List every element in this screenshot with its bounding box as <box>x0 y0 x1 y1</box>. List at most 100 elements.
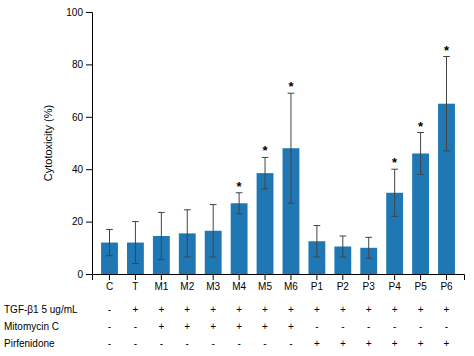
x-tick-mark <box>394 274 395 280</box>
y-tick-mark <box>86 169 92 170</box>
x-tick-mark <box>342 274 343 280</box>
table-sign: - <box>108 321 111 332</box>
table-sign: - <box>419 321 422 332</box>
table-sign: - <box>237 338 240 349</box>
x-tick-mark <box>135 274 136 280</box>
x-tick: M3 <box>206 274 220 292</box>
x-tick-label: C <box>106 281 113 292</box>
y-tick-label: 80 <box>72 59 84 70</box>
x-tick-label: P4 <box>389 281 402 292</box>
error-bar <box>391 169 398 216</box>
y-tick-mark <box>86 222 92 223</box>
y-tick-label: 20 <box>72 216 84 227</box>
table-sign: - <box>108 304 111 315</box>
table-sign: + <box>340 338 346 349</box>
error-bar <box>288 93 295 203</box>
table-sign: + <box>158 304 164 315</box>
table-sign: + <box>366 304 372 315</box>
table-sign: + <box>340 304 346 315</box>
x-tick-label: M3 <box>206 281 220 292</box>
x-tick-mark <box>213 274 214 280</box>
x-tick: M5 <box>258 274 272 292</box>
y-tick-label: 0 <box>77 269 83 280</box>
x-tick: M1 <box>154 274 168 292</box>
x-tick-label: M2 <box>180 281 194 292</box>
x-tick-mark <box>368 274 369 280</box>
y-tick: 0 <box>77 269 92 280</box>
y-tick: 60 <box>72 112 92 123</box>
table-sign: - <box>289 338 292 349</box>
x-tick: M6 <box>284 274 298 292</box>
table-sign: - <box>160 338 163 349</box>
significance-star: * <box>237 179 243 194</box>
x-tick-mark <box>161 274 162 280</box>
table-sign: + <box>366 338 372 349</box>
table-sign: + <box>184 321 190 332</box>
significance-star: * <box>288 79 294 94</box>
x-tick-label: P1 <box>311 281 324 292</box>
x-tick-mark <box>187 274 188 280</box>
significance-star: * <box>392 155 398 170</box>
x-tick-label: P5 <box>414 281 427 292</box>
error-bar <box>365 237 372 258</box>
x-tick: T <box>132 274 138 292</box>
x-tick-label: P2 <box>337 281 350 292</box>
table-sign: - <box>134 321 137 332</box>
table-sign: + <box>444 338 450 349</box>
x-tick-label: T <box>132 281 138 292</box>
table-sign: + <box>418 338 424 349</box>
table-sign: + <box>132 304 138 315</box>
table-sign: + <box>314 338 320 349</box>
y-tick: 40 <box>72 164 92 175</box>
error-bar <box>417 133 424 175</box>
table-sign: + <box>288 321 294 332</box>
error-bar <box>339 236 346 257</box>
y-axis-title: Cytotoxicity (%) <box>42 105 54 181</box>
x-tick-label: M6 <box>284 281 298 292</box>
y-axis-line <box>86 13 93 275</box>
x-tick: C <box>106 274 113 292</box>
x-tick-mark <box>290 274 291 280</box>
table-sign: + <box>288 304 294 315</box>
x-tick: P5 <box>414 274 427 292</box>
error-bar <box>132 222 139 264</box>
table-sign: - <box>186 338 189 349</box>
x-tick: P2 <box>337 274 350 292</box>
significance-star: * <box>444 43 450 58</box>
marks <box>101 57 455 274</box>
table-sign: + <box>184 304 190 315</box>
table-sign: - <box>341 321 344 332</box>
x-tick: M4 <box>232 274 246 292</box>
y-tick-label: 40 <box>72 164 84 175</box>
y-tick-mark <box>86 64 92 65</box>
x-tick-label: M1 <box>154 281 168 292</box>
x-tick: P3 <box>363 274 376 292</box>
treatment-table: TGF-β1 5 ug/mL - + + + + + + + + + + + + + Mitomycin C -… <box>4 304 450 349</box>
plot: 0 20 40 60 80 100 C T M1 M2 M3 M4 M5 M6 P1 P2 P3 P4 P5 P6 Cy… <box>4 7 465 349</box>
table-row-label: TGF-β1 5 ug/mL <box>4 304 78 315</box>
table-sign: + <box>210 304 216 315</box>
table-sign: + <box>392 304 398 315</box>
table-sign: + <box>210 321 216 332</box>
table-sign: - <box>393 321 396 332</box>
table-sign: - <box>134 338 137 349</box>
x-tick-label: M5 <box>258 281 272 292</box>
table-sign: - <box>445 321 448 332</box>
x-axis-line <box>93 275 465 281</box>
error-bar <box>210 205 217 257</box>
x-tick-label: P6 <box>440 281 453 292</box>
table-sign: - <box>108 338 111 349</box>
y-tick-mark <box>86 12 92 13</box>
table-sign: - <box>263 338 266 349</box>
error-bar <box>184 210 191 257</box>
table-sign: + <box>392 338 398 349</box>
table-sign: - <box>315 321 318 332</box>
error-bar <box>236 193 243 214</box>
y-tick: 100 <box>66 7 92 18</box>
table-row-label: Pirfenidone <box>4 338 55 349</box>
x-tick-mark <box>109 274 110 280</box>
x-tick-label: P3 <box>363 281 376 292</box>
x-tick-mark <box>316 274 317 280</box>
table-row-label: Mitomycin C <box>4 321 59 332</box>
error-bar <box>262 157 269 188</box>
